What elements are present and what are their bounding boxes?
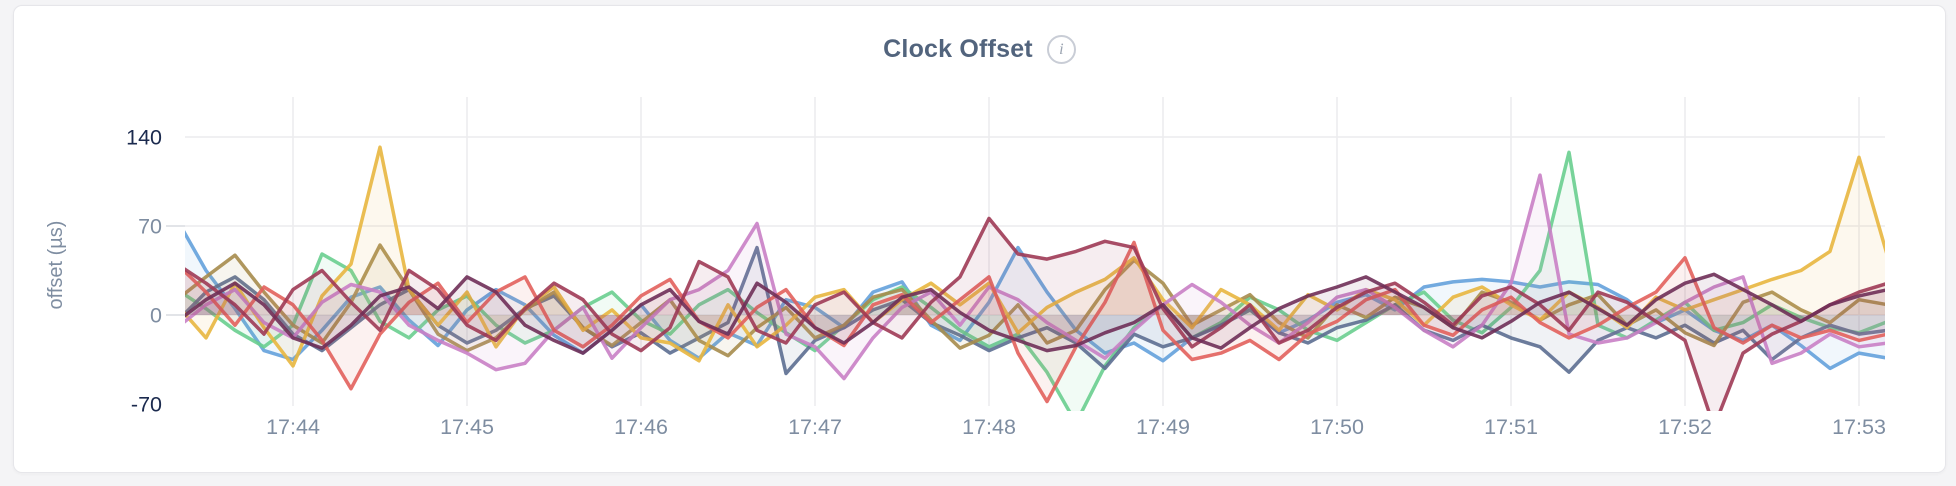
series-line-node-slate	[185, 245, 1885, 376]
x-tick-label: 17:51	[1484, 415, 1538, 439]
series-line-node-red	[185, 240, 1885, 404]
series-area-node-blue	[185, 233, 1885, 369]
y-tick-label: 70	[138, 215, 162, 239]
card-header: Clock Offset i	[14, 35, 1945, 64]
series-area-node-red	[185, 242, 1885, 402]
chart-title: Clock Offset	[883, 35, 1033, 63]
series-line-node-orchid	[185, 173, 1885, 381]
series-area-node-burgundy	[185, 218, 1885, 411]
series-line-node-plum	[185, 272, 1885, 355]
info-icon[interactable]: i	[1046, 35, 1076, 64]
series-line-node-burgundy	[185, 216, 1885, 411]
y-tick-label: -70	[131, 392, 162, 416]
x-tick-label: 17:50	[1310, 415, 1364, 439]
x-tick-label: 17:44	[266, 415, 320, 439]
x-tick-label: 17:48	[962, 415, 1016, 439]
y-tick-label: 140	[126, 126, 162, 150]
series-area-node-plum	[185, 274, 1885, 354]
x-tick-label: 17:52	[1658, 415, 1712, 439]
x-tick-label: 17:53	[1832, 415, 1886, 439]
series-area-node-green	[185, 152, 1885, 411]
y-axis-unit-label: offset (µs)	[45, 221, 67, 310]
x-tick-label: 17:46	[614, 415, 668, 439]
x-tick-label: 17:49	[1136, 415, 1190, 439]
series-line-node-olive	[185, 243, 1885, 358]
series-area-node-yellow	[185, 147, 1885, 366]
series-group	[185, 145, 1885, 411]
series-area-node-slate	[185, 247, 1885, 374]
y-tick-label: 0	[150, 304, 162, 328]
x-tick-label: 17:45	[440, 415, 494, 439]
x-tick-label: 17:47	[788, 415, 842, 439]
